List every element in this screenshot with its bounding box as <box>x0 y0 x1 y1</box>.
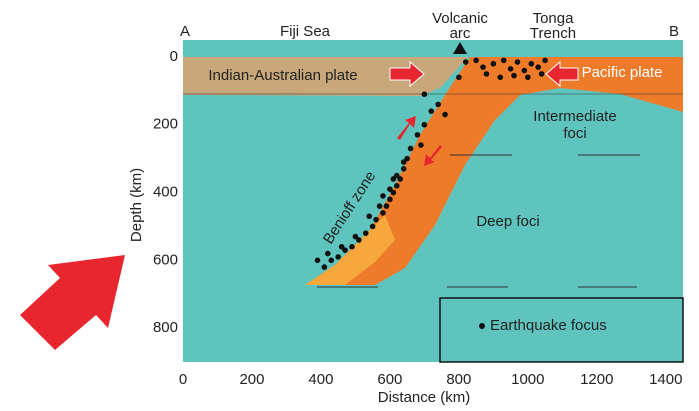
earthquake-focus <box>421 91 428 98</box>
y-tick-label: 800 <box>153 319 178 336</box>
earthquake-focus <box>435 101 441 108</box>
earthquake-focus <box>538 71 545 77</box>
label: Pacific plate <box>582 64 663 81</box>
earthquake-focus <box>383 203 390 209</box>
label: Deep foci <box>476 213 539 230</box>
earthquake-focus <box>321 264 328 270</box>
earthquake-focus <box>525 74 531 81</box>
flow-arrow <box>424 145 442 166</box>
x-tick-label: 400 <box>308 371 333 388</box>
earthquake-focus <box>480 64 486 70</box>
earthquake-focus <box>456 74 462 81</box>
earthquake-focus <box>342 247 348 253</box>
earthquake-focus <box>366 213 373 220</box>
earthquake-focus <box>514 59 521 65</box>
slab-tip <box>305 215 395 285</box>
label: Fiji Sea <box>280 23 331 40</box>
pointer-arrow <box>20 255 125 350</box>
label: Tonga <box>533 10 575 27</box>
label: Indian-Australian plate <box>208 67 357 84</box>
earthquake-focus <box>380 193 386 199</box>
earthquake-focus <box>335 254 341 260</box>
earthquake-focus <box>414 132 421 138</box>
earthquake-focus <box>356 237 362 243</box>
x-tick-label: 0 <box>179 371 187 388</box>
earthquake-focus <box>400 166 407 172</box>
earthquake-focus <box>349 243 355 250</box>
earthquake-focus <box>387 186 393 192</box>
earthquake-focus <box>418 142 424 148</box>
earthquake-focus <box>352 233 359 240</box>
volcano <box>453 42 467 54</box>
plate-arrow <box>545 60 579 88</box>
earthquake-focus <box>369 223 376 230</box>
x-tick-label: 1200 <box>580 371 613 388</box>
y-tick-label: 200 <box>153 116 178 133</box>
label: B <box>669 23 679 40</box>
earthquake-focus <box>393 182 400 189</box>
x-tick-label: 1400 <box>649 371 682 388</box>
label: A <box>180 23 190 40</box>
x-tick-label: 1000 <box>511 371 544 388</box>
depth-markers <box>317 154 640 288</box>
indian-australian-plate <box>183 57 468 96</box>
label: Intermediate <box>533 108 616 125</box>
earthquake-focus <box>535 64 541 70</box>
earthquake-focus <box>393 172 400 179</box>
earthquake-focus <box>373 216 379 223</box>
earthquake-focus <box>390 176 397 182</box>
earthquake-focus <box>400 159 407 165</box>
earthquake-focus <box>542 57 548 64</box>
y-tick-label: 600 <box>153 251 178 268</box>
y-axis-title: Depth (km) <box>128 168 145 242</box>
earthquake-focus <box>421 121 428 128</box>
earthquake-focus <box>500 57 507 64</box>
earthquake-focus <box>490 60 497 67</box>
earthquake-focus <box>404 155 410 162</box>
subducting-slab <box>305 57 683 285</box>
label: foci <box>563 125 586 142</box>
earthquake-focus <box>380 210 386 216</box>
legend-label: Earthquake focus <box>490 317 607 334</box>
earthquake-focus <box>328 257 335 264</box>
earthquake-focus <box>507 66 514 72</box>
x-tick-label: 200 <box>239 371 264 388</box>
earthquake-focus <box>528 60 535 67</box>
flow-arrow <box>397 116 416 140</box>
earthquake-focus <box>483 71 490 77</box>
legend-box <box>439 297 684 363</box>
earthquake-focus <box>338 243 345 250</box>
earthquake-focus <box>325 250 331 257</box>
earthquake-focus <box>376 203 383 209</box>
earthquake-focus <box>428 108 435 114</box>
earthquake-focus <box>473 57 479 64</box>
earthquake-focus <box>462 59 469 65</box>
earthquake-focus <box>521 67 528 74</box>
earthquake-focus <box>314 257 321 264</box>
earthquake-focus <box>397 176 404 182</box>
earthquake-focus <box>497 74 504 81</box>
legend-marker <box>479 323 485 329</box>
label: Volcanic <box>432 10 488 27</box>
x-tick-label: 600 <box>377 371 402 388</box>
earthquake-focus <box>407 145 414 152</box>
label: Trench <box>530 25 576 42</box>
earthquake-focus <box>390 189 397 196</box>
y-tick-label: 400 <box>153 183 178 200</box>
earthquake-focus <box>362 230 369 236</box>
x-tick-label: 800 <box>446 371 471 388</box>
plate-arrow <box>389 60 425 88</box>
label: arc <box>450 25 471 42</box>
y-tick-label: 0 <box>170 48 178 65</box>
earthquake-focus <box>387 196 393 203</box>
earthquake-focus <box>511 72 517 79</box>
earthquake-focus <box>442 111 448 118</box>
x-axis-title: Distance (km) <box>378 389 471 406</box>
